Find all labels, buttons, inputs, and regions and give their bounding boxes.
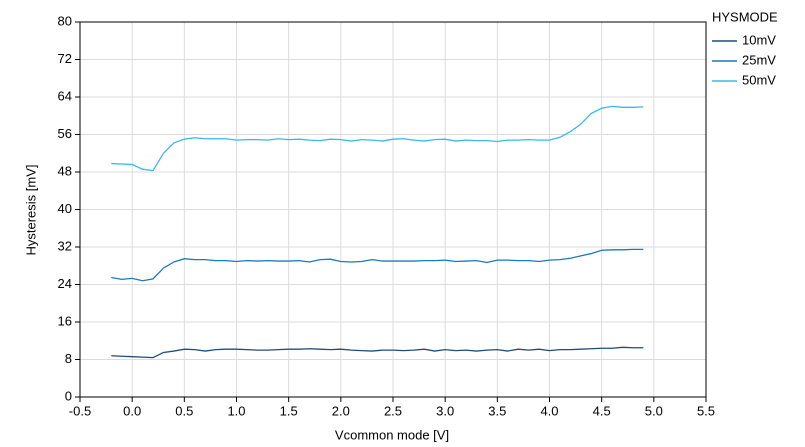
y-axis-label: Hysteresis [mV] — [23, 164, 38, 255]
y-tick-label: 40 — [58, 201, 72, 216]
x-tick-label: 5.5 — [697, 403, 715, 418]
x-tick-label: 2.5 — [384, 403, 402, 418]
y-tick-label: 64 — [58, 88, 72, 103]
x-tick-label: 4.5 — [593, 403, 611, 418]
legend-label: 50mV — [742, 72, 776, 87]
x-tick-label: 2.0 — [332, 403, 350, 418]
x-tick-label: 1.5 — [280, 403, 298, 418]
x-axis-label: Vcommon mode [V] — [335, 427, 449, 442]
y-tick-label: 24 — [58, 276, 72, 291]
x-tick-label: 0.5 — [175, 403, 193, 418]
x-tick-label: 0.0 — [123, 403, 141, 418]
x-tick-label: 5.0 — [645, 403, 663, 418]
y-tick-label: 8 — [65, 351, 72, 366]
x-tick-label: -0.5 — [69, 403, 91, 418]
y-tick-label: 32 — [58, 238, 72, 253]
plot-frame — [79, 21, 707, 398]
series-line — [111, 346, 644, 359]
legend-title: HYSMODE — [712, 9, 778, 24]
y-tick-label: 56 — [58, 126, 72, 141]
y-tick-label: 72 — [58, 51, 72, 66]
legend-label: 25mV — [742, 52, 776, 67]
y-tick-label: 16 — [58, 313, 72, 328]
legend-label: 10mV — [742, 32, 776, 47]
x-tick-label: 1.0 — [227, 403, 245, 418]
x-tick-label: 3.0 — [436, 403, 454, 418]
series-line — [111, 105, 644, 172]
series-line — [111, 248, 644, 282]
x-tick-label: 4.0 — [540, 403, 558, 418]
y-tick-label: 0 — [65, 388, 72, 403]
y-tick-label: 48 — [58, 163, 72, 178]
x-tick-label: 3.5 — [488, 403, 506, 418]
y-tick-label: 80 — [58, 13, 72, 28]
